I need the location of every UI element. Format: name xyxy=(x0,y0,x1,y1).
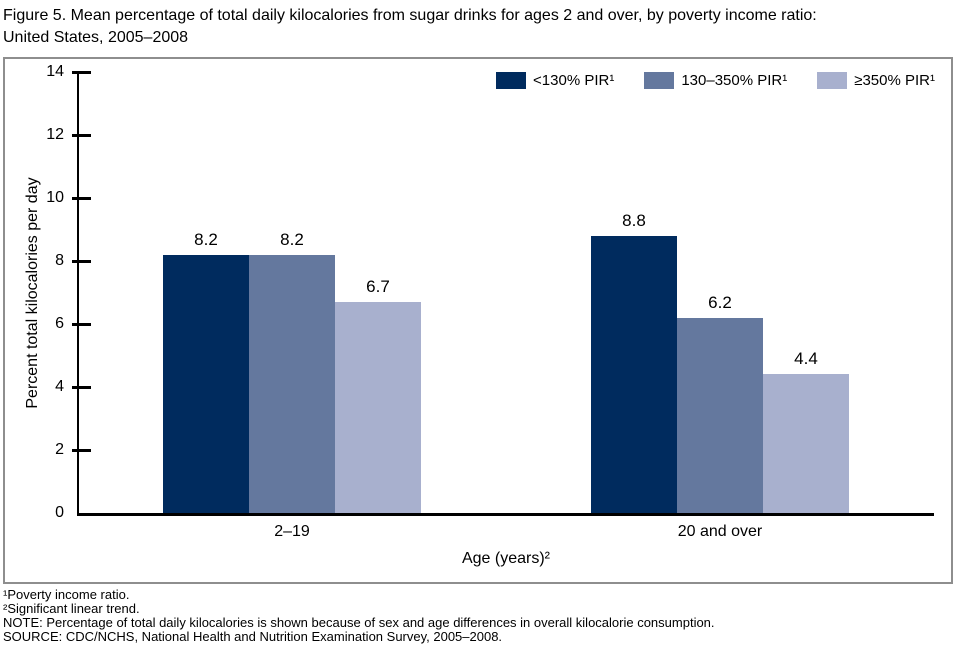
bar xyxy=(591,235,677,513)
chart-legend: <130% PIR¹ 130–350% PIR¹ ≥350% PIR¹ xyxy=(496,72,935,89)
legend-label: 130–350% PIR¹ xyxy=(681,72,788,89)
legend-item: <130% PIR¹ xyxy=(496,72,614,89)
bar-value-label: 4.4 xyxy=(794,349,818,369)
legend-swatch xyxy=(644,72,675,89)
y-axis-line xyxy=(77,72,79,516)
x-axis-baseline xyxy=(77,513,934,516)
y-tick xyxy=(72,449,91,452)
bar xyxy=(249,254,335,513)
bar xyxy=(677,317,763,513)
footnotes: ¹Poverty income ratio. ²Significant line… xyxy=(3,588,955,644)
figure-title-line1: Figure 5. Mean percentage of total daily… xyxy=(3,7,817,24)
x-category-label: 20 and over xyxy=(677,523,763,540)
y-tick xyxy=(72,134,91,137)
y-tick-label: 0 xyxy=(55,504,64,521)
y-tick xyxy=(72,386,91,389)
y-tick-label: 4 xyxy=(55,378,64,395)
figure-title-line2: United States, 2005–2008 xyxy=(3,29,189,46)
y-tick-label: 12 xyxy=(46,126,64,143)
legend-item: ≥350% PIR¹ xyxy=(817,72,935,89)
y-tick xyxy=(72,71,91,74)
y-tick-label: 2 xyxy=(55,441,64,458)
bar xyxy=(163,254,249,513)
y-tick xyxy=(72,197,91,200)
x-axis-title: Age (years)² xyxy=(461,550,551,567)
y-tick-label: 8 xyxy=(55,252,64,269)
bar-value-label: 6.7 xyxy=(366,276,390,296)
legend-label: ≥350% PIR¹ xyxy=(854,72,935,89)
y-tick xyxy=(72,323,91,326)
y-axis-title: Percent total kilocalories per day xyxy=(24,176,41,409)
legend-item: 130–350% PIR¹ xyxy=(644,72,787,89)
bar xyxy=(335,301,421,513)
bar xyxy=(763,374,849,513)
legend-swatch xyxy=(496,72,527,89)
footnote-source: SOURCE: CDC/NCHS, National Health and Nu… xyxy=(3,629,503,644)
chart-frame: <130% PIR¹ 130–350% PIR¹ ≥350% PIR¹ 0 2 4 6 8 1… xyxy=(3,57,953,584)
figure-title: Figure 5. Mean percentage of total daily… xyxy=(3,5,955,49)
bar-value-label: 6.2 xyxy=(708,292,732,312)
footnote-2: ²Significant linear trend. xyxy=(3,601,140,616)
footnote-1: ¹Poverty income ratio. xyxy=(3,587,130,602)
footnote-note: NOTE: Percentage of total daily kilocalo… xyxy=(3,615,715,630)
y-tick xyxy=(72,260,91,263)
y-tick-label: 10 xyxy=(46,189,64,206)
bar-value-label: 8.2 xyxy=(194,229,218,249)
bar-value-label: 8.2 xyxy=(280,229,304,249)
legend-swatch xyxy=(817,72,848,89)
x-category-label: 2–19 xyxy=(274,523,310,540)
y-tick-label: 14 xyxy=(46,63,64,80)
legend-label: <130% PIR¹ xyxy=(533,72,615,89)
y-tick-label: 6 xyxy=(55,315,64,332)
bar-value-label: 8.8 xyxy=(622,210,646,230)
